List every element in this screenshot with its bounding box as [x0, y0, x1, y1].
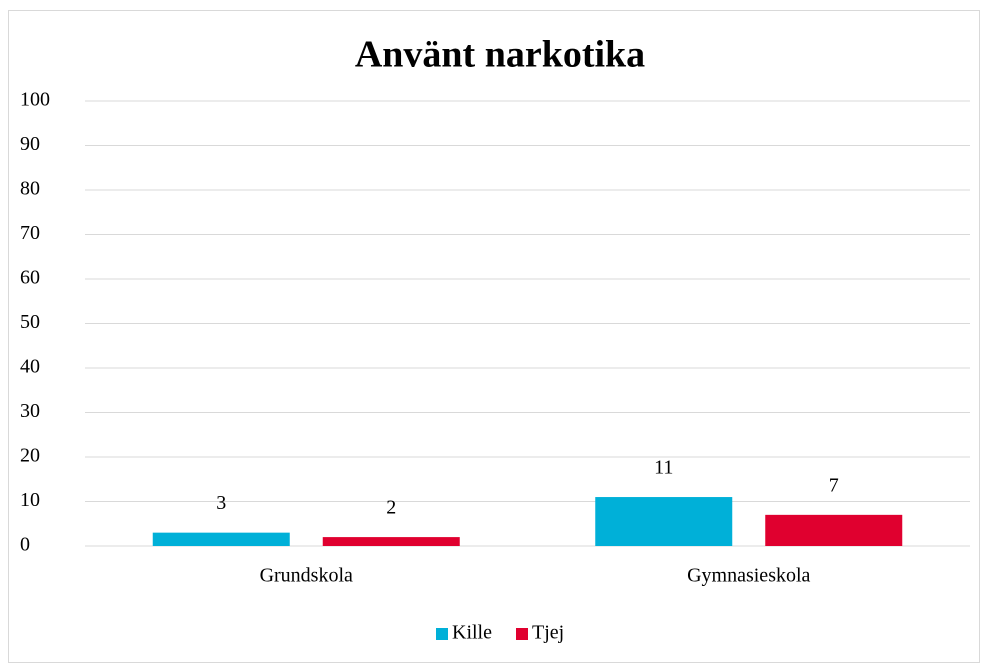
y-tick-label: 70	[20, 222, 40, 244]
legend-label: Kille	[452, 622, 492, 644]
data-label: 3	[216, 492, 226, 514]
bar	[152, 532, 290, 546]
x-tick-label: Gymnasieskola	[687, 565, 810, 587]
y-tick-label: 10	[20, 489, 40, 511]
data-label: 2	[386, 497, 396, 519]
y-tick-label: 80	[20, 178, 40, 200]
data-label: 11	[654, 457, 673, 479]
legend-label: Tjej	[532, 622, 564, 644]
y-tick-label: 100	[20, 89, 50, 111]
y-tick-label: 60	[20, 267, 40, 289]
chart-title: Använt narkotika	[355, 34, 645, 76]
legend-swatch	[436, 628, 448, 640]
data-label: 7	[829, 474, 839, 496]
y-tick-label: 90	[20, 133, 40, 155]
y-tick-label: 0	[20, 534, 30, 556]
x-tick-label: Grundskola	[260, 565, 353, 587]
y-tick-label: 40	[20, 356, 40, 378]
bar	[322, 537, 460, 546]
y-tick-label: 30	[20, 400, 40, 422]
bar	[595, 497, 733, 546]
chart-border	[8, 10, 980, 663]
y-tick-label: 50	[20, 311, 40, 333]
bar	[765, 514, 903, 546]
legend-swatch	[516, 628, 528, 640]
y-tick-label: 20	[20, 445, 40, 467]
